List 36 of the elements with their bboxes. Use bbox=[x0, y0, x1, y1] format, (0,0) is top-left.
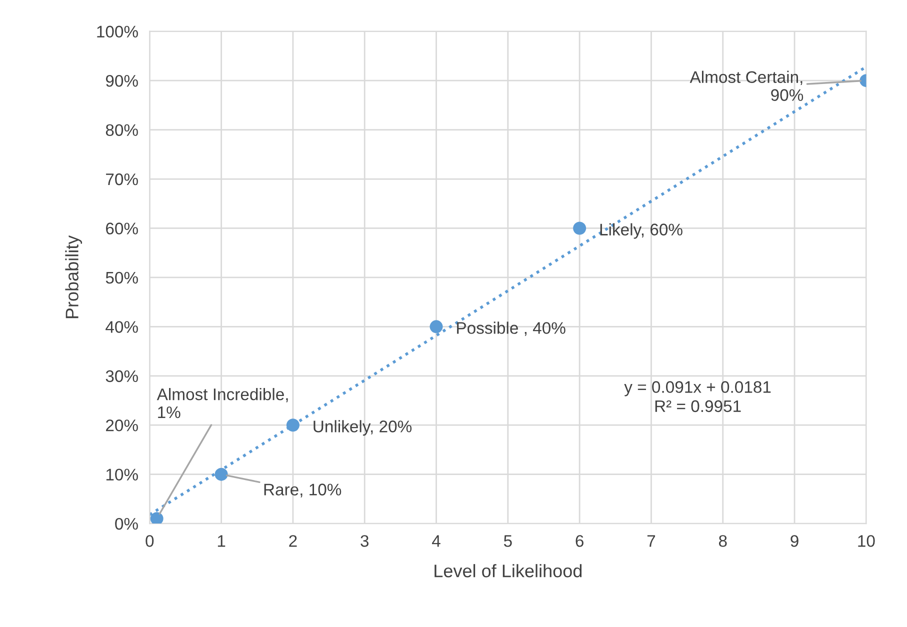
y-tick-label: 100% bbox=[97, 26, 138, 38]
point bbox=[430, 320, 443, 334]
annotation: Rare, 10% bbox=[264, 484, 342, 498]
annotation: Almost Certain, 90% bbox=[690, 70, 804, 101]
annotation: Unlikely, 20% bbox=[314, 420, 412, 436]
y-tick-label: 0% bbox=[115, 518, 138, 530]
x-tick-label: 8 bbox=[718, 535, 727, 547]
x-tick-label: 3 bbox=[360, 535, 369, 547]
annotation: Likely, 60% bbox=[600, 223, 682, 239]
annotation: Possible , 40% bbox=[457, 322, 566, 336]
point bbox=[286, 418, 300, 432]
annotation: Almost Incredible, 1% bbox=[156, 388, 288, 418]
x-tick-label: 10 bbox=[858, 535, 875, 547]
y-tick-label: 10% bbox=[106, 468, 138, 481]
y-tick-label: 60% bbox=[106, 222, 138, 234]
x-tick-label: 2 bbox=[289, 535, 297, 547]
x-tick-label: 0 bbox=[146, 535, 154, 547]
y-tick-label: 80% bbox=[106, 124, 138, 136]
x-tick-label: 4 bbox=[432, 535, 440, 547]
y-axis-title: Probability bbox=[65, 235, 82, 318]
x-axis-title: Level of Likelihood bbox=[434, 564, 582, 578]
point bbox=[150, 512, 164, 524]
y-tick-label: 70% bbox=[106, 173, 138, 186]
annotation: y = 0.091x + 0.0181 R² = 0.9951 bbox=[624, 381, 771, 412]
y-tick-label: 50% bbox=[106, 272, 138, 284]
y-tick-label: 20% bbox=[106, 420, 138, 432]
y-tick-label: 30% bbox=[106, 370, 138, 382]
y-tick-label: 90% bbox=[106, 74, 138, 87]
y-tick-label: 40% bbox=[106, 321, 138, 333]
point bbox=[573, 222, 586, 235]
point bbox=[214, 468, 228, 481]
x-tick-label: 5 bbox=[504, 535, 512, 547]
x-tick-label: 7 bbox=[647, 535, 656, 547]
x-tick-label: 6 bbox=[576, 535, 584, 547]
x-tick-label: 1 bbox=[218, 535, 226, 547]
x-tick-label: 9 bbox=[790, 535, 798, 547]
